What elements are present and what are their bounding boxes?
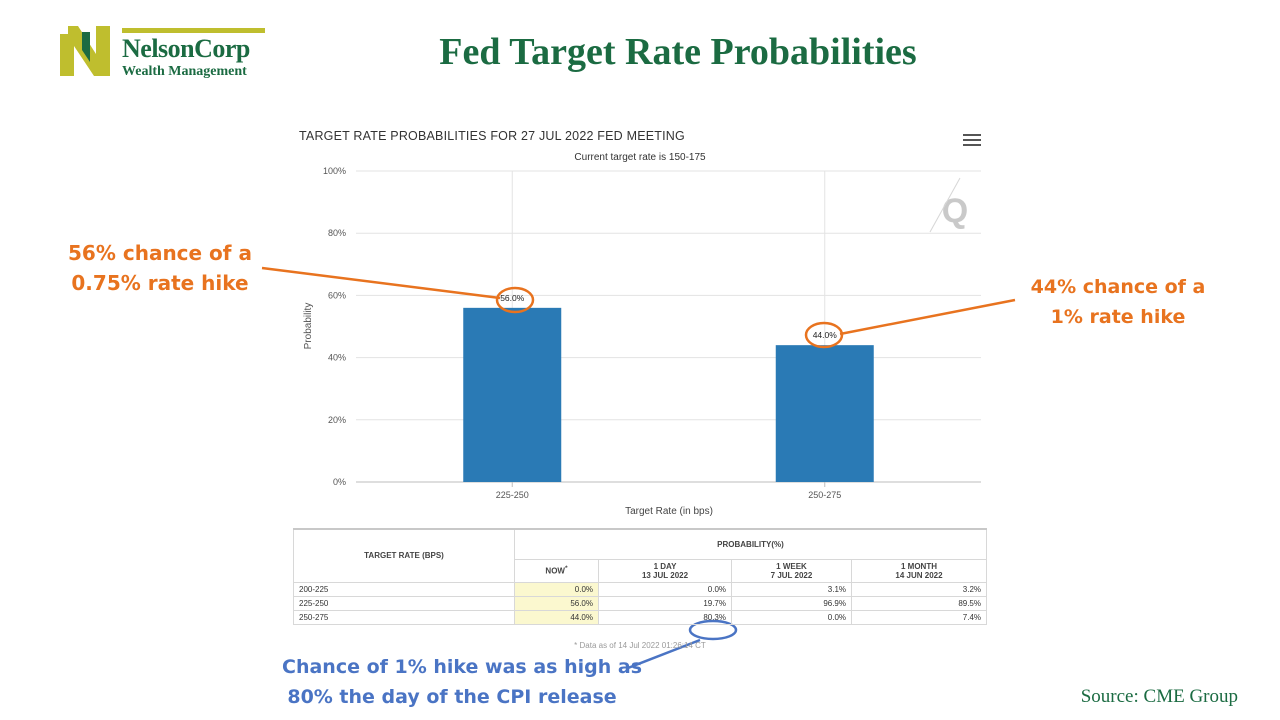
y-tick-label: 20% bbox=[328, 415, 346, 425]
week-cell: 96.9% bbox=[731, 595, 852, 611]
col-1week-header: 1 WEEK 7 JUL 2022 bbox=[731, 558, 852, 583]
week-cell: 0.0% bbox=[731, 609, 852, 625]
y-tick-label: 0% bbox=[333, 477, 346, 487]
month-cell: 89.5% bbox=[851, 595, 987, 611]
x-axis: 225-250 250-275 bbox=[496, 482, 841, 500]
col-now-header: NOW* bbox=[514, 558, 599, 583]
col-1month-header: 1 MONTH 14 JUN 2022 bbox=[851, 558, 987, 583]
left-callout-arrow bbox=[261, 266, 501, 300]
left-callout: 56% chance of a 0.75% rate hike bbox=[60, 238, 260, 298]
now-cell: 0.0% bbox=[514, 581, 599, 597]
chart-grid bbox=[356, 170, 981, 483]
probability-header: PROBABILITY(%) bbox=[514, 528, 987, 560]
bar bbox=[775, 345, 874, 482]
right-callout-line2: 1% rate hike bbox=[1050, 306, 1186, 328]
page-title: Fed Target Rate Probabilities bbox=[439, 31, 917, 73]
y-axis: 0% 20% 40% 60% 80% 100% bbox=[323, 166, 346, 487]
chart-subtitle: Current target rate is 150-175 bbox=[574, 152, 706, 163]
right-callout-arrow bbox=[839, 298, 1016, 336]
left-callout-line2: 0.75% rate hike bbox=[71, 271, 249, 295]
bottom-callout: Chance of 1% hike was as high as 80% the… bbox=[282, 652, 643, 712]
source-note: Source: CME Group bbox=[1080, 686, 1238, 707]
x-axis-label: Target Rate (in bps) bbox=[625, 506, 713, 517]
table-row: 250-275 44.0% 80.3% 0.0% 7.4% bbox=[293, 609, 987, 625]
right-callout: 44% chance of a 1% rate hike bbox=[1020, 272, 1216, 332]
x-tick-label: 225-250 bbox=[496, 490, 529, 500]
rate-cell: 250-275 bbox=[293, 609, 515, 625]
bar-data-label: 44.0% bbox=[813, 330, 838, 340]
chart-title: TARGET RATE PROBABILITIES FOR 27 JUL 202… bbox=[299, 129, 685, 143]
logo-name: NelsonCorp bbox=[122, 34, 250, 63]
bar-data-label: 56.0% bbox=[500, 293, 525, 303]
table-row: 225-250 56.0% 19.7% 96.9% 89.5% bbox=[293, 595, 987, 611]
chart-menu-icon[interactable] bbox=[963, 134, 981, 148]
y-tick-label: 60% bbox=[328, 290, 346, 300]
right-label-circle bbox=[804, 321, 844, 349]
left-label-circle bbox=[495, 286, 535, 314]
logo-n-mark-icon bbox=[60, 26, 110, 76]
left-callout-line1: 56% chance of a bbox=[68, 241, 252, 265]
y-axis-label: Probability bbox=[303, 303, 314, 350]
now-cell: 56.0% bbox=[514, 595, 599, 611]
y-tick-label: 40% bbox=[328, 353, 346, 363]
month-cell: 3.2% bbox=[851, 581, 987, 597]
probability-table: TARGET RATE (BPS) PROBABILITY(%) NOW* 1 … bbox=[293, 528, 987, 625]
rate-cell: 200-225 bbox=[293, 581, 515, 597]
right-callout-line1: 44% chance of a bbox=[1030, 276, 1206, 298]
svg-text:Q: Q bbox=[942, 192, 968, 230]
day-cell: 0.0% bbox=[598, 581, 732, 597]
logo-subtitle: Wealth Management bbox=[122, 64, 247, 79]
bottom-callout-line1: Chance of 1% hike was as high as bbox=[282, 656, 643, 678]
table-row: 200-225 0.0% 0.0% 3.1% 3.2% bbox=[293, 581, 987, 597]
rate-cell: 225-250 bbox=[293, 595, 515, 611]
bar bbox=[463, 307, 562, 482]
chart-bars: 56.0% 44.0% bbox=[463, 293, 874, 482]
x-tick-label: 250-275 bbox=[808, 490, 841, 500]
bottom-callout-arrow bbox=[627, 638, 701, 670]
day-cell: 19.7% bbox=[598, 595, 732, 611]
y-tick-label: 80% bbox=[328, 228, 346, 238]
week-cell: 3.1% bbox=[731, 581, 852, 597]
month-cell: 7.4% bbox=[851, 609, 987, 625]
target-rate-header: TARGET RATE (BPS) bbox=[293, 528, 515, 583]
logo-underline bbox=[122, 28, 265, 33]
now-cell: 44.0% bbox=[514, 609, 599, 625]
table-footnote: * Data as of 14 Jul 2022 01:26:14 CT bbox=[574, 641, 706, 650]
y-tick-label: 100% bbox=[323, 166, 346, 176]
watermark-q-icon: Q bbox=[929, 177, 968, 233]
col-1day-header: 1 DAY 13 JUL 2022 bbox=[598, 558, 732, 583]
day-cell: 80.3% bbox=[598, 609, 732, 625]
bottom-callout-line2: 80% the day of the CPI release bbox=[287, 686, 617, 708]
nelsoncorp-logo: NelsonCorp Wealth Management bbox=[60, 26, 270, 82]
